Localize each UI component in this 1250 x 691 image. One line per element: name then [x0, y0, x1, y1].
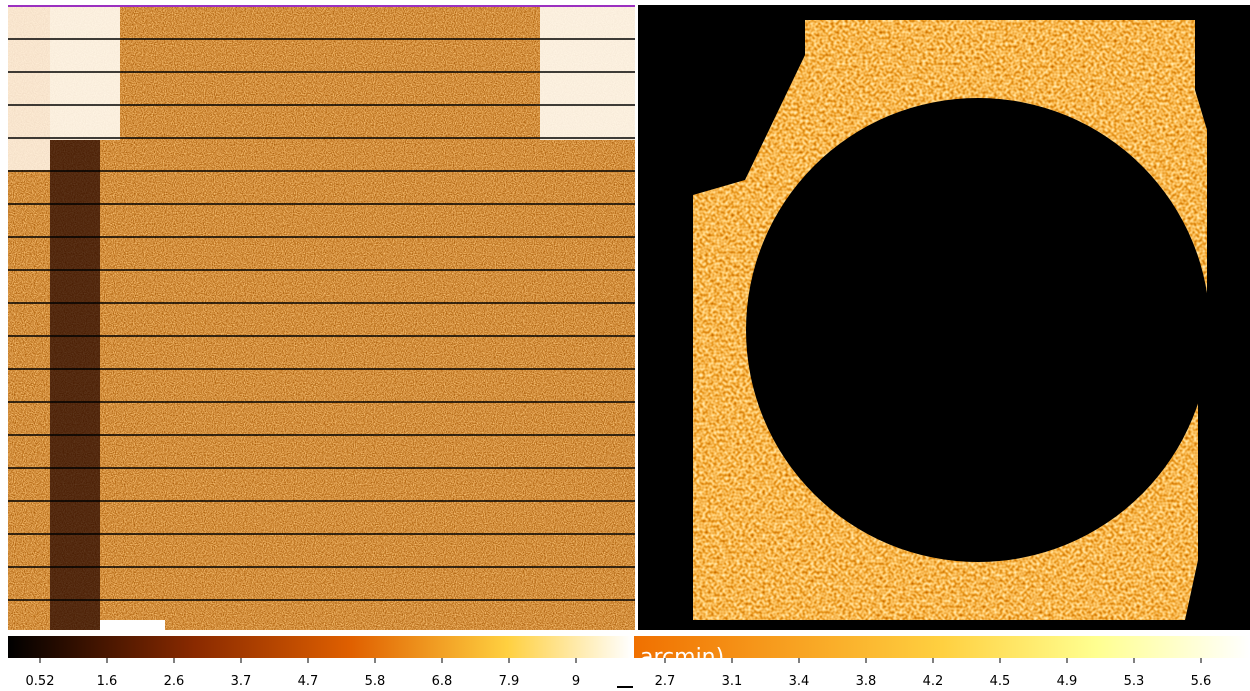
tick-label: 3.7 — [231, 674, 252, 689]
tick-label: 6.8 — [432, 674, 453, 689]
colorbar — [634, 636, 1250, 658]
right-image — [638, 5, 1250, 630]
dark-stripe — [50, 140, 100, 630]
tick-label: 4.9 — [1057, 674, 1078, 689]
tick-label: 0.52 — [26, 674, 55, 689]
colorbar — [8, 636, 632, 658]
tick-label: 9 — [572, 674, 580, 689]
tick-label: 3.8 — [856, 674, 877, 689]
top-border — [8, 5, 635, 7]
tick-label: 5.8 — [365, 674, 386, 689]
tick-label: 3.1 — [722, 674, 743, 689]
viewer: arcmin) 0.52 1.6 2.6 3.7 4.7 5.8 6.8 7.9 9 2.7 3.1… — [0, 0, 1250, 691]
tick-label: 3.4 — [789, 674, 810, 689]
tick-label: 2.7 — [655, 674, 676, 689]
tick-label: 4.2 — [923, 674, 944, 689]
tick-label: 1.6 — [97, 674, 118, 689]
bright-region — [8, 5, 50, 170]
tick-label: 5.3 — [1124, 674, 1145, 689]
left-image — [8, 5, 635, 630]
marker — [617, 686, 633, 688]
colorbar-ticks: 0.52 1.6 2.6 3.7 4.7 5.8 6.8 7.9 9 2.7 3.1 3.4 3.8 4.… — [26, 658, 1212, 689]
tick-label: 4.7 — [298, 674, 319, 689]
masked-circle — [746, 98, 1210, 562]
tick-label: 2.6 — [164, 674, 185, 689]
bright-region — [100, 620, 165, 630]
tick-label: 7.9 — [499, 674, 520, 689]
overlay-text: arcmin) — [640, 645, 724, 670]
tick-label: 4.5 — [990, 674, 1011, 689]
tick-label: 5.6 — [1191, 674, 1212, 689]
